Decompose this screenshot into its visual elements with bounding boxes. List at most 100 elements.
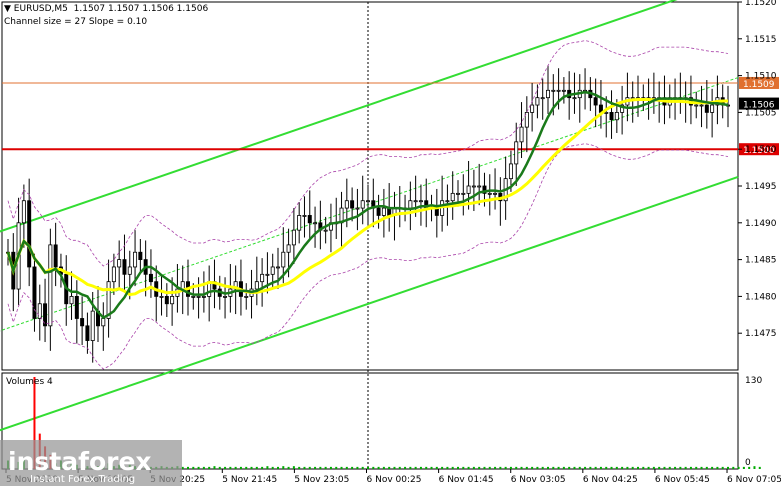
candle-body <box>43 303 48 327</box>
volume-axis: 130 0 <box>745 376 762 468</box>
candle-body <box>170 295 175 305</box>
candle-body <box>445 200 450 203</box>
candle-body <box>519 126 524 143</box>
price-tick-label: 1.1480 <box>745 292 777 302</box>
candle-body <box>360 200 365 209</box>
current-price-label: 1.1506 <box>743 101 775 111</box>
candle-body <box>456 192 460 195</box>
candle-body <box>265 273 270 276</box>
watermark-background <box>0 440 182 486</box>
candle-body <box>524 112 529 128</box>
candle-body <box>323 229 328 232</box>
candle-body <box>90 310 95 341</box>
candle-body <box>148 273 153 283</box>
price-tick-label: 1.1510 <box>745 72 777 82</box>
candle-body <box>69 295 74 305</box>
candle-body <box>381 207 386 216</box>
candle-body <box>450 192 455 202</box>
candle-body <box>694 104 699 107</box>
candle-body <box>704 104 709 113</box>
candle-body <box>276 266 280 269</box>
candle-body <box>223 295 228 298</box>
volume-axis-label: 0 <box>745 458 751 468</box>
candle-body <box>53 244 58 268</box>
candle-body <box>614 112 619 121</box>
price-tick-label: 1.1475 <box>745 329 777 339</box>
price-tick-label: 1.1520 <box>745 0 777 8</box>
candle-body <box>101 318 106 327</box>
candle-body <box>37 303 42 319</box>
candle-body <box>546 89 550 99</box>
candle-body <box>117 259 122 268</box>
candle-body <box>609 112 614 121</box>
candle-body <box>307 215 312 224</box>
candle-body <box>281 251 286 268</box>
price-tick-label: 1.1495 <box>745 182 777 192</box>
candle-body <box>27 200 32 268</box>
watermark-logo: instaforex <box>8 447 152 476</box>
price-tick-label: 1.1490 <box>745 219 777 229</box>
candle-body <box>366 200 370 203</box>
candle-body <box>159 295 164 298</box>
time-tick-label: 6 Nov 03:05 <box>511 475 566 485</box>
candle-body <box>74 295 79 319</box>
level-label-1.1500: 1.1500 <box>743 146 775 156</box>
channel-info: Channel size = 27 Slope = 0.10 <box>4 17 148 27</box>
time-tick-label: 6 Nov 04:25 <box>583 475 638 485</box>
candle-body <box>297 215 302 231</box>
symbol-line: EURUSD,M5 1.1507 1.1507 1.1506 1.1506 <box>13 4 209 14</box>
chart-header: ▼ EURUSD,M5 1.1507 1.1507 1.1506 1.1506 <box>4 4 208 14</box>
candle-body <box>561 89 566 92</box>
candle-body <box>530 104 535 113</box>
candle-body <box>376 207 381 216</box>
candle-body <box>138 251 143 261</box>
candle-body <box>254 281 259 290</box>
time-tick-label: 6 Nov 00:25 <box>367 475 422 485</box>
level-label-1.1509: 1.1509 <box>743 80 775 90</box>
candle-body <box>122 259 127 275</box>
candle-body <box>32 266 37 319</box>
candle-body <box>196 295 201 298</box>
candle-body <box>710 104 715 113</box>
candle-body <box>572 97 577 100</box>
candle-body <box>21 200 26 224</box>
candle-body <box>80 318 85 327</box>
price-tick-label: 1.1505 <box>745 108 777 118</box>
horizontal-levels: 1.1509 1.1500 <box>2 76 779 156</box>
candle-body <box>461 192 466 195</box>
candle-body <box>111 266 116 283</box>
level-badge-1.1509 <box>739 76 779 89</box>
candle-body <box>508 163 513 180</box>
volume-axis-label: 130 <box>745 376 762 386</box>
level-badge-1.1500 <box>739 143 779 156</box>
price-tick-label: 1.1485 <box>745 256 777 266</box>
dropdown-arrow-icon[interactable]: ▼ <box>4 4 14 14</box>
fast-moving-average <box>6 90 729 320</box>
candle-body <box>260 273 265 283</box>
price-tick-label: 1.1500 <box>745 145 777 155</box>
channel-upper-line <box>0 0 678 233</box>
candle-body <box>286 244 291 253</box>
candle-body <box>244 295 249 298</box>
price-axis: 1.1520 1.1515 1.1510 1.1505 1.1500 1.1495 1.14… <box>738 0 777 339</box>
candle-body <box>408 200 413 209</box>
candle-body <box>487 192 492 195</box>
price-tick-label: 1.1515 <box>745 35 777 45</box>
candle-body <box>48 244 53 327</box>
channel-lower-line <box>0 175 739 432</box>
candle-body <box>350 200 355 209</box>
time-tick-label: 6 Nov 05:45 <box>655 475 710 485</box>
candle-body <box>535 97 540 106</box>
candle-body <box>514 141 519 165</box>
candle-body <box>191 295 196 298</box>
candle-body <box>180 281 185 290</box>
candle-body <box>106 281 111 319</box>
volumes-label: Volumes 4 <box>6 377 53 387</box>
candle-body <box>413 200 418 203</box>
candle-body <box>291 229 296 246</box>
watermark-tagline: Instant Forex Trading <box>30 474 136 485</box>
candle-body <box>344 200 349 209</box>
price-panel-frame <box>1 1 739 371</box>
candle-body <box>85 325 90 341</box>
